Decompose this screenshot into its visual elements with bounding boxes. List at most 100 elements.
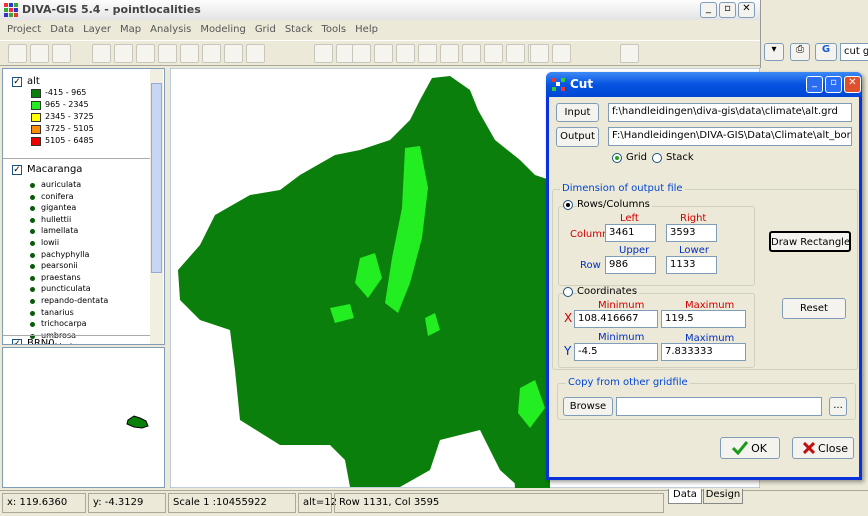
toolbar-button[interactable] <box>418 44 437 63</box>
toolbar-button[interactable] <box>314 44 333 63</box>
species-dot <box>30 252 35 258</box>
toolbar-button[interactable] <box>136 44 155 63</box>
menu-item[interactable]: Map <box>120 24 142 35</box>
ellipsis-button[interactable]: ... <box>829 397 847 416</box>
minimize-button[interactable]: _ <box>700 2 717 18</box>
legend-label: 2345 - 3725 <box>45 112 94 121</box>
tab-design[interactable]: Design <box>703 489 743 504</box>
toolbar-button[interactable] <box>620 44 639 63</box>
ok-icon <box>732 441 748 455</box>
row-label: Row <box>580 260 601 271</box>
layer-checkbox[interactable]: ✓ <box>12 165 22 175</box>
output-button[interactable]: Output <box>556 127 599 147</box>
toolbar-button[interactable] <box>224 44 243 63</box>
toolbar-button[interactable] <box>462 44 481 63</box>
menu-item[interactable]: Grid <box>254 24 276 35</box>
toolbar-button[interactable] <box>246 44 265 63</box>
toolbar-button[interactable] <box>484 44 503 63</box>
toolbar-button[interactable] <box>114 44 133 63</box>
right-label: Right <box>680 213 707 224</box>
toolbar-button[interactable] <box>30 44 49 63</box>
menu-item[interactable]: Tools <box>321 24 347 35</box>
y-max-field[interactable]: 7.833333 <box>661 343 746 361</box>
output-path[interactable]: F:\Handleidingen\DIVA-GIS\Data\Climate\a… <box>608 127 852 146</box>
maximize-button[interactable]: ▫ <box>719 2 736 18</box>
scroll-thumb[interactable] <box>151 83 162 273</box>
dialog-maximize[interactable]: ▫ <box>825 76 842 93</box>
input-button[interactable]: Input <box>556 103 599 122</box>
toolbar <box>0 40 760 66</box>
x-max-field[interactable]: 119.5 <box>661 310 746 328</box>
coordinates-radio[interactable] <box>563 287 573 297</box>
y-min-label: Minimum <box>598 332 645 343</box>
legend-swatch <box>31 125 41 134</box>
upper-field[interactable]: 986 <box>605 256 656 274</box>
dialog-close[interactable]: ✕ <box>844 76 861 93</box>
status-cell: Row 1131, Col 3595 <box>334 493 664 513</box>
menu-item[interactable]: Project <box>7 24 42 35</box>
right-field[interactable]: 3593 <box>666 224 717 242</box>
status-value: alt=12 <box>298 493 337 513</box>
stack-radio[interactable] <box>652 153 662 163</box>
species-label: praestans <box>41 272 81 282</box>
species-label: tanarius <box>41 307 74 317</box>
toolbar-button[interactable] <box>92 44 111 63</box>
toolbar-button[interactable] <box>202 44 221 63</box>
tab-data[interactable]: Data <box>668 489 702 504</box>
toolbar-button[interactable] <box>52 44 71 63</box>
menu-item[interactable]: Help <box>355 24 378 35</box>
menu-item[interactable]: Stack <box>284 24 313 35</box>
species-label: winkleri <box>41 342 72 344</box>
species-label: auriculata <box>41 180 82 189</box>
close-window-button[interactable]: ✕ <box>738 2 755 18</box>
draw-rectangle-button[interactable]: Draw Rectangle <box>769 231 851 252</box>
grid-radio[interactable] <box>612 153 622 163</box>
y-min-field[interactable]: -4.5 <box>574 343 658 361</box>
species-label: gigantea <box>41 203 77 213</box>
species-dot <box>30 241 35 246</box>
toolbar-button[interactable] <box>440 44 459 63</box>
menu-item[interactable]: Modeling <box>200 24 246 35</box>
x-max-label: Maximum <box>685 300 735 311</box>
lower-field[interactable]: 1133 <box>666 256 717 274</box>
legend-swatch <box>31 89 41 98</box>
status-y: y: -4.3129 <box>88 493 166 513</box>
toolbar-button[interactable] <box>158 44 177 63</box>
reset-button[interactable]: Reset <box>782 298 846 319</box>
close-icon <box>803 442 815 454</box>
toolbar-button[interactable] <box>530 44 549 63</box>
search-engine-button[interactable]: G <box>815 43 837 61</box>
toolbar-button[interactable] <box>8 44 27 63</box>
toolbar-button[interactable] <box>552 44 571 63</box>
search-field[interactable]: cut gr <box>840 43 868 61</box>
left-field[interactable]: 3461 <box>605 224 656 242</box>
toolbar-button[interactable] <box>180 44 199 63</box>
toolbar-button[interactable] <box>374 44 393 63</box>
dialog-minimize[interactable]: _ <box>806 76 823 93</box>
browse-button[interactable]: Browse <box>563 397 613 416</box>
menu-item[interactable]: Data <box>50 24 75 35</box>
ok-button[interactable]: OK <box>720 437 780 459</box>
print-button[interactable]: ⎙ <box>790 43 810 61</box>
legend-scrollbar[interactable] <box>150 69 163 344</box>
layer-checkbox[interactable]: ✓ <box>12 77 22 87</box>
upper-label: Upper <box>619 245 650 256</box>
x-min-field[interactable]: 108.416667 <box>574 310 658 328</box>
close-button[interactable]: Close <box>792 437 854 459</box>
dropdown-button[interactable]: ▾ <box>764 43 784 61</box>
toolbar-button[interactable] <box>396 44 415 63</box>
species-label: lowii <box>41 238 60 247</box>
species-label: hullettii <box>41 214 72 224</box>
menu-item[interactable]: Analysis <box>150 24 192 35</box>
status-scale: Scale 1 :10455922 <box>168 493 296 513</box>
rows-columns-radio[interactable] <box>563 200 573 210</box>
species-dot <box>30 194 35 200</box>
species-label: conifera <box>41 191 74 201</box>
copy-path[interactable] <box>616 397 822 416</box>
layer-checkbox[interactable]: ✓ <box>12 339 22 344</box>
menu-item[interactable]: Layer <box>83 24 111 35</box>
toolbar-button[interactable] <box>506 44 525 63</box>
toolbar-button[interactable] <box>352 44 371 63</box>
input-path[interactable]: f:\handleidingen\diva-gis\data\climate\a… <box>608 103 852 122</box>
